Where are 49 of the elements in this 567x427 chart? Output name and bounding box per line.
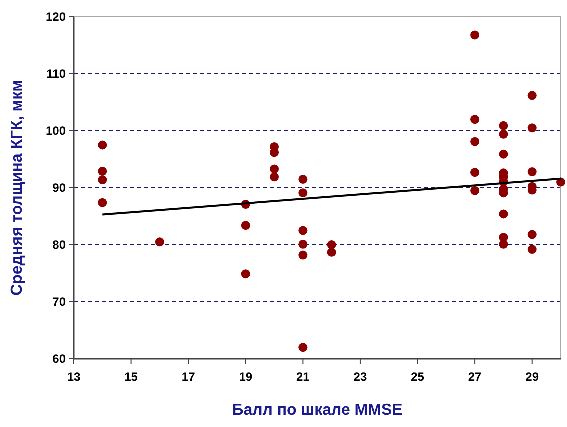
point bbox=[528, 91, 537, 100]
x-axis-title: Балл по шкале MMSE bbox=[232, 402, 404, 419]
point bbox=[298, 250, 308, 260]
point bbox=[298, 240, 308, 249]
point bbox=[499, 150, 508, 159]
point bbox=[270, 172, 280, 182]
x-tick-label: 25 bbox=[411, 370, 425, 384]
point bbox=[270, 164, 280, 174]
y-tick-label: 60 bbox=[52, 352, 66, 366]
point bbox=[298, 343, 308, 352]
point bbox=[528, 230, 537, 240]
point bbox=[298, 188, 308, 198]
point bbox=[470, 186, 480, 196]
point bbox=[98, 166, 108, 176]
y-tick-label: 70 bbox=[52, 295, 66, 310]
x-tick-label: 21 bbox=[296, 370, 310, 384]
point bbox=[241, 270, 250, 279]
point bbox=[528, 245, 537, 254]
point bbox=[298, 174, 308, 184]
y-tick-label: 90 bbox=[52, 181, 66, 196]
point bbox=[528, 168, 537, 177]
point bbox=[155, 238, 164, 247]
point bbox=[327, 240, 336, 250]
y-tick-label: 100 bbox=[46, 124, 66, 138]
point bbox=[298, 226, 308, 236]
point bbox=[98, 176, 108, 185]
x-tick-label: 29 bbox=[526, 370, 540, 384]
point bbox=[499, 210, 508, 219]
x-tick-label: 15 bbox=[124, 370, 138, 384]
x-tick-label: 23 bbox=[354, 370, 368, 384]
point bbox=[98, 198, 108, 208]
point bbox=[499, 130, 508, 139]
point bbox=[327, 248, 336, 257]
point bbox=[470, 30, 480, 40]
point bbox=[470, 137, 480, 146]
x-tick-label: 19 bbox=[239, 370, 253, 384]
y-tick-label: 110 bbox=[46, 67, 66, 82]
point bbox=[98, 140, 108, 150]
y-axis-title: Средняя толщина КГК, мкм bbox=[9, 80, 26, 296]
x-tick-label: 13 bbox=[67, 370, 81, 384]
point bbox=[499, 121, 508, 130]
y-tick-label: 120 bbox=[46, 10, 66, 24]
y-tick-label: 80 bbox=[52, 238, 66, 252]
x-tick-label: 27 bbox=[468, 370, 482, 384]
point bbox=[470, 168, 480, 178]
point bbox=[528, 124, 537, 133]
x-tick-label: 17 bbox=[182, 370, 196, 384]
point bbox=[470, 115, 480, 124]
point bbox=[241, 221, 250, 230]
